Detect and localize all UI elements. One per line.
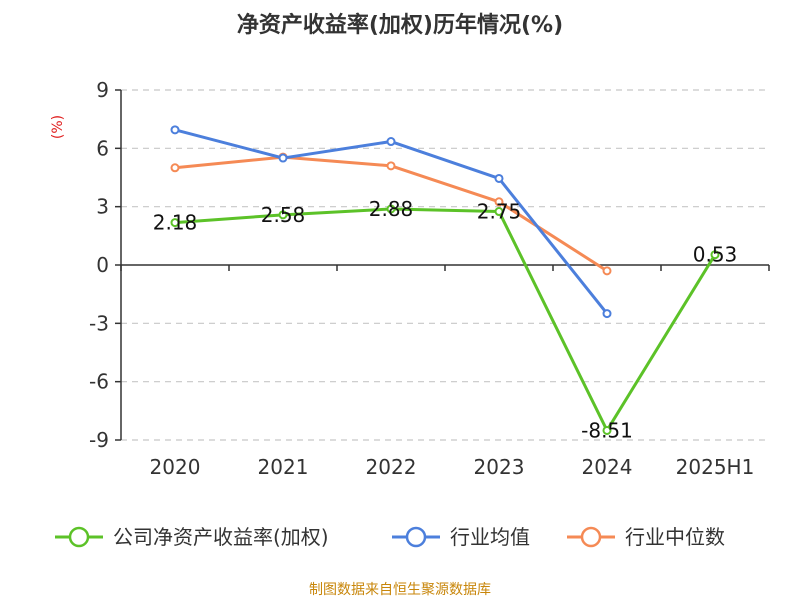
- legend: 公司净资产收益率(加权) 行业均值 行业中位数: [55, 525, 725, 549]
- legend-swatch-marker: [405, 526, 427, 548]
- data-label: -8.51: [581, 418, 633, 442]
- x-tick-label: 2024: [582, 455, 633, 479]
- data-point: [494, 207, 504, 217]
- y-tick-label: -6: [89, 370, 109, 394]
- data-label: 0.53: [693, 243, 738, 267]
- data-label: 2.58: [261, 203, 306, 227]
- data-point: [170, 218, 180, 228]
- data-point: [710, 250, 720, 260]
- data-point: [170, 125, 180, 135]
- legend-label: 公司净资产收益率(加权): [113, 525, 329, 549]
- x-tick-label: 2021: [258, 455, 309, 479]
- legend-label: 行业均值: [450, 525, 530, 549]
- x-tick-label: 2023: [474, 455, 525, 479]
- y-tick-label: -9: [89, 428, 109, 452]
- data-point: [278, 210, 288, 220]
- y-tick-label: 3: [96, 195, 109, 219]
- data-point: [494, 197, 504, 207]
- series-line: [174, 128, 609, 315]
- source-note: 制图数据来自恒生聚源数据库: [309, 582, 491, 598]
- y-tick-label: 9: [96, 78, 109, 102]
- grid: [121, 89, 769, 441]
- data-point: [494, 173, 504, 183]
- y-tick-label: 0: [96, 253, 109, 277]
- data-labels: 2.18 2.58 2.88 2.75 -8.51 0.53: [153, 197, 738, 442]
- x-tick-label: 2020: [150, 455, 201, 479]
- data-point: [278, 153, 288, 163]
- data-point: [386, 204, 396, 214]
- data-point: [602, 266, 612, 276]
- data-point: [386, 161, 396, 171]
- y-axis-unit: (%): [50, 115, 66, 139]
- axes: 9 6 3 0 -3 -6 -9 2020 2021 2022 2023 2024 2025H1: [89, 78, 770, 479]
- legend-swatch-marker: [580, 526, 602, 548]
- data-label: 2.18: [153, 211, 198, 235]
- series: [170, 125, 720, 435]
- data-point: [602, 309, 612, 319]
- data-point: [386, 137, 396, 147]
- x-tick-label: 2025H1: [676, 455, 755, 479]
- data-point: [170, 163, 180, 173]
- x-tick-label: 2022: [366, 455, 417, 479]
- y-tick-label: -3: [89, 311, 109, 335]
- chart-title: 净资产收益率(加权)历年情况(%): [237, 12, 563, 38]
- legend-swatch-marker: [68, 526, 90, 548]
- data-point: [602, 425, 612, 435]
- data-label: 2.88: [369, 197, 414, 221]
- legend-label: 行业中位数: [625, 525, 725, 549]
- y-tick-label: 6: [96, 136, 109, 160]
- data-label: 2.75: [477, 200, 522, 224]
- series-line: [174, 207, 717, 432]
